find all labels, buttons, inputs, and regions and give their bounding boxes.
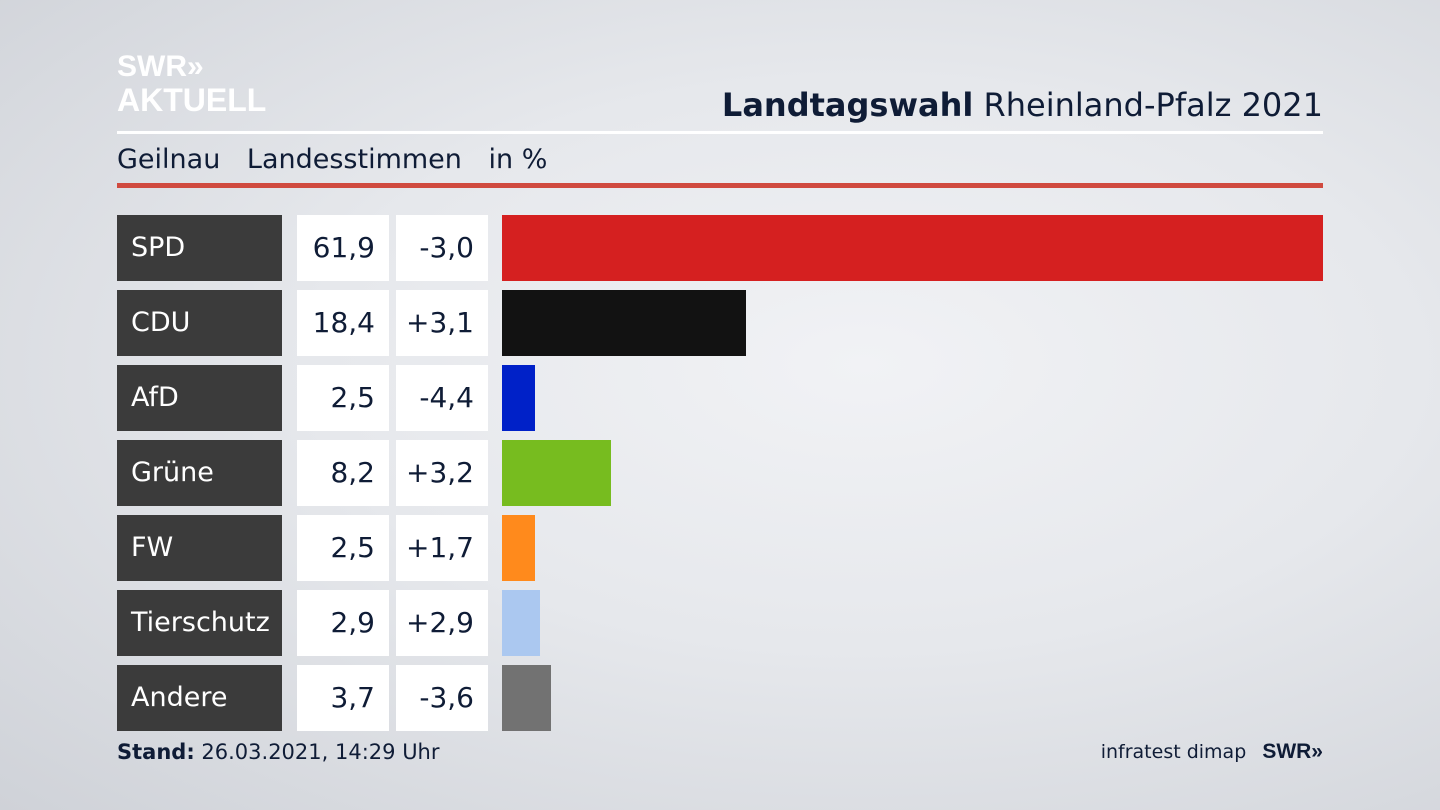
stand-label: Stand: (117, 740, 195, 764)
party-name: Grüne (117, 440, 282, 506)
party-share-value: 8,2 (297, 440, 389, 506)
logo-line-1: SWR» (117, 50, 204, 83)
party-change-value: -4,4 (396, 365, 488, 431)
party-name: AfD (117, 365, 282, 431)
party-change-value: +1,7 (396, 515, 488, 581)
party-row: FW 2,5 +1,7 (117, 515, 1323, 581)
party-share-value: 2,9 (297, 590, 389, 656)
party-bar (502, 215, 1323, 281)
party-share-value: 61,9 (297, 215, 389, 281)
subtitle-type: Landesstimmen (246, 144, 462, 175)
party-row: SPD 61,9 -3,0 (117, 215, 1323, 281)
header-divider (117, 131, 1323, 134)
source-credit: infratest dimap SWR» (1101, 740, 1323, 764)
party-bar (502, 290, 746, 356)
party-bar (502, 665, 551, 731)
party-row: Tierschutz 2,9 +2,9 (117, 590, 1323, 656)
logo-line-2: AKTUELL (117, 82, 267, 118)
party-name: Tierschutz (117, 590, 282, 656)
party-change-value: -3,0 (396, 215, 488, 281)
swr-aktuell-logo: SWR» AKTUELL (117, 50, 267, 118)
party-row: Grüne 8,2 +3,2 (117, 440, 1323, 506)
party-share-value: 18,4 (297, 290, 389, 356)
party-name: CDU (117, 290, 282, 356)
subtitle-unit: in % (488, 144, 548, 175)
party-bar (502, 365, 535, 431)
subtitle-divider (117, 183, 1323, 188)
party-row: CDU 18,4 +3,1 (117, 290, 1323, 356)
subtitle-place: Geilnau (117, 144, 221, 175)
party-change-value: -3,6 (396, 665, 488, 731)
party-name: Andere (117, 665, 282, 731)
stand-value: 26.03.2021, 14:29 Uhr (201, 740, 440, 764)
title-bold: Landtagswahl (721, 86, 974, 124)
chart-title: Landtagswahl Rheinland-Pfalz 2021 (722, 86, 1323, 124)
swr-logo: SWR» (1262, 740, 1323, 763)
party-share-value: 3,7 (297, 665, 389, 731)
party-row: AfD 2,5 -4,4 (117, 365, 1323, 431)
party-bar (502, 515, 535, 581)
timestamp: Stand: 26.03.2021, 14:29 Uhr (117, 740, 440, 764)
party-share-value: 2,5 (297, 515, 389, 581)
party-bar (502, 590, 540, 656)
party-change-value: +2,9 (396, 590, 488, 656)
credit-text: infratest dimap (1100, 741, 1247, 763)
party-change-value: +3,2 (396, 440, 488, 506)
chart-subtitle: Geilnau Landesstimmen in % (117, 144, 565, 175)
party-name: SPD (117, 215, 282, 281)
party-bar (502, 440, 611, 506)
party-change-value: +3,1 (396, 290, 488, 356)
party-row: Andere 3,7 -3,6 (117, 665, 1323, 731)
party-share-value: 2,5 (297, 365, 389, 431)
title-rest: Rheinland-Pfalz 2021 (983, 86, 1323, 124)
party-name: FW (117, 515, 282, 581)
